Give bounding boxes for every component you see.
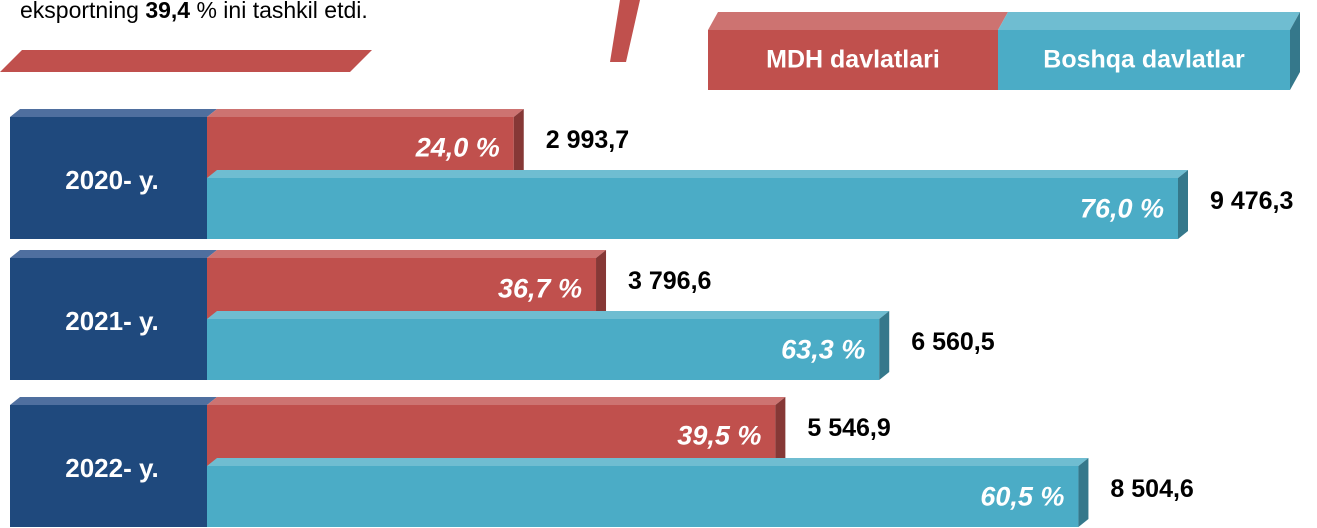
legend-label: MDH davlatlari — [766, 46, 940, 74]
annotation-text: % ini tashkil etdi. — [190, 0, 368, 23]
bar — [207, 258, 597, 319]
legend-side — [1290, 12, 1300, 90]
category-top — [10, 250, 217, 258]
value-label: 6 560,5 — [911, 328, 995, 356]
share-label: 76,0 % — [1080, 194, 1164, 224]
value-label: 5 546,9 — [807, 414, 890, 442]
share-label: 24,0 % — [415, 133, 500, 163]
share-label: 60,5 % — [980, 482, 1064, 512]
annotation-number: 39,4 — [145, 0, 190, 23]
bar-side — [1078, 458, 1089, 527]
bar-top — [207, 397, 786, 405]
value-label: 8 504,6 — [1110, 475, 1193, 503]
bar-side — [1178, 170, 1188, 239]
category-label: 2020- y. — [65, 165, 158, 195]
legend-label: Boshqa davlatlar — [1043, 46, 1245, 74]
legend-swatch — [998, 30, 1290, 90]
bar-side — [879, 311, 890, 380]
category-box — [10, 405, 207, 527]
decor-slash — [610, 0, 640, 62]
share-label: 39,5 % — [677, 421, 761, 451]
bar — [207, 178, 1178, 239]
category-label: 2021- y. — [65, 306, 158, 336]
bar-side — [596, 250, 607, 319]
category-label: 2022- y. — [65, 453, 158, 483]
bar-top — [207, 170, 1188, 178]
legend-top — [998, 12, 1300, 30]
legend-top — [708, 12, 1008, 30]
share-label: 36,7 % — [498, 274, 582, 304]
value-label: 9 476,3 — [1210, 187, 1293, 215]
bar-top — [207, 250, 607, 258]
value-label: 3 796,6 — [628, 267, 711, 295]
category-top — [10, 397, 217, 405]
bar-side — [775, 397, 786, 466]
category-box — [10, 258, 207, 380]
decor-band — [0, 50, 372, 72]
bar — [207, 466, 1079, 527]
bar-top — [207, 458, 1089, 466]
bar-side — [513, 109, 524, 178]
share-label: 63,3 % — [781, 335, 865, 365]
value-label: 2 993,7 — [546, 126, 629, 154]
category-top — [10, 109, 217, 117]
annotation-text: eksportning — [20, 0, 145, 23]
category-box — [10, 117, 207, 239]
annotation: eksportning 39,4 % ini tashkil etdi. — [20, 0, 368, 23]
bar — [207, 117, 514, 178]
legend-swatch — [708, 30, 998, 90]
bar-top — [207, 311, 890, 319]
bar-top — [207, 109, 524, 117]
bar — [207, 405, 776, 466]
bar — [207, 319, 880, 380]
